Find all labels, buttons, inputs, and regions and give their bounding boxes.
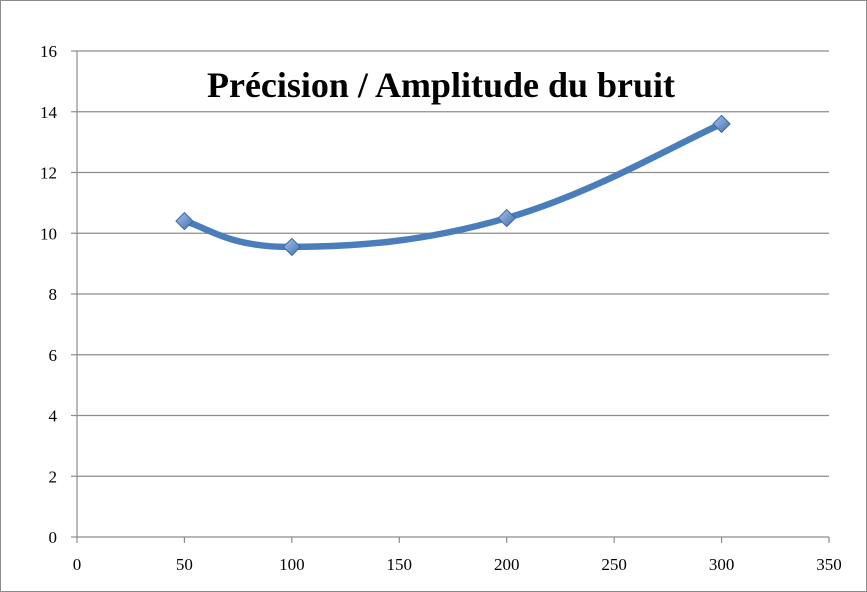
x-tick-label: 250: [601, 555, 627, 574]
gridlines: [77, 50, 829, 477]
chart-title: Précision / Amplitude du bruit: [207, 65, 675, 105]
series-layer: [175, 114, 731, 257]
x-tick-label: 0: [73, 555, 82, 574]
x-tick-label: 300: [709, 555, 735, 574]
y-tick-label: 10: [40, 224, 57, 243]
y-tick-label: 4: [49, 407, 58, 426]
axes: 0 2 4 6 8 10 12 14 16 0 50 100 150 200 250 300 350: [40, 42, 842, 574]
y-tick-label: 2: [49, 467, 58, 486]
y-tick-label: 8: [49, 285, 58, 304]
x-tick-label: 150: [387, 555, 413, 574]
x-tick-label: 100: [279, 555, 305, 574]
y-tick-label: 14: [40, 103, 58, 122]
y-tick-label: 16: [40, 42, 57, 61]
data-point-marker: [175, 211, 194, 231]
y-tick-label: 12: [40, 164, 57, 183]
x-tick-label: 200: [494, 555, 520, 574]
x-tick-label: 350: [816, 555, 842, 574]
x-tick-label: 50: [176, 555, 193, 574]
data-point-marker: [497, 208, 516, 228]
data-point-marker: [712, 114, 731, 134]
y-tick-label: 0: [49, 528, 58, 547]
series-line: [181, 120, 725, 251]
data-point-marker: [282, 237, 302, 257]
y-tick-label: 6: [49, 346, 58, 365]
